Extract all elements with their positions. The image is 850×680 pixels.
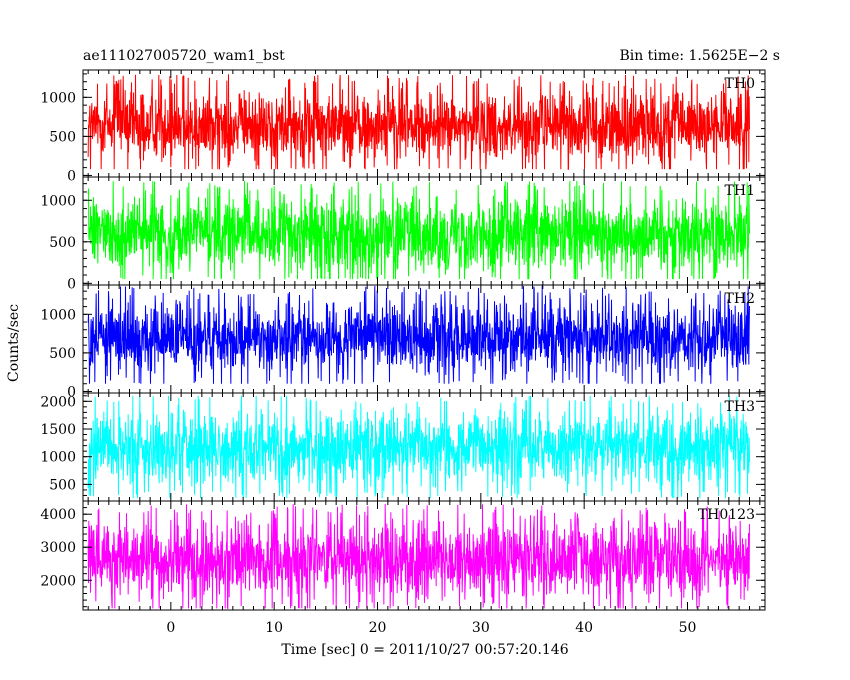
x-tick-label: 10 xyxy=(265,620,283,636)
y-tick-label: 1000 xyxy=(40,450,76,466)
chart-panels: 0 500 1000 TH0 0 500 1000 TH1 0 500 1000 TH2 500 1000… xyxy=(40,69,766,611)
y-tick-label: 2000 xyxy=(40,394,76,410)
panel-th0: 0 500 1000 TH0 xyxy=(40,69,766,184)
panel-label-th2: TH2 xyxy=(725,291,755,307)
x-tick-label: 20 xyxy=(369,620,387,636)
y-tick-label: 0 xyxy=(67,168,76,184)
x-tick-label: 40 xyxy=(575,620,593,636)
panel-th1: 0 500 1000 TH1 xyxy=(40,176,766,292)
x-axis: 0 10 20 30 40 50 xyxy=(166,620,696,636)
x-tick-label: 0 xyxy=(166,620,175,636)
panel-frame xyxy=(82,500,766,611)
y-tick-label: 2000 xyxy=(40,573,76,589)
y-tick-label: 0 xyxy=(67,384,76,400)
panel-label-th0: TH0 xyxy=(725,76,755,92)
x-tick-label: 50 xyxy=(679,620,697,636)
series-line-th2 xyxy=(87,285,750,384)
y-tick-label: 0 xyxy=(67,276,76,292)
panel-label-th1: TH1 xyxy=(725,183,755,199)
panel-th3: 500 1000 1500 2000 TH3 xyxy=(40,392,766,502)
x-axis-label: Time [sec] 0 = 2011/10/27 00:57:20.146 xyxy=(281,642,568,658)
y-tick-label: 4000 xyxy=(40,507,76,523)
series-line-th1 xyxy=(87,180,750,280)
panel-th2: 0 500 1000 TH2 xyxy=(40,284,766,400)
y-tick-label: 3000 xyxy=(40,540,76,556)
chart-title-right: Bin time: 1.5625E−2 s xyxy=(619,48,780,64)
y-tick-label: 1000 xyxy=(40,193,76,209)
y-tick-label: 1000 xyxy=(40,307,76,323)
y-tick-label: 500 xyxy=(49,129,76,145)
chart-title-left: ae111027005720_wam1_bst xyxy=(83,48,285,64)
series-line-th0123 xyxy=(87,503,750,609)
x-tick-label: 30 xyxy=(472,620,490,636)
y-tick-label: 500 xyxy=(49,477,76,493)
panel-label-th3: TH3 xyxy=(725,399,755,415)
panel-th0123: 2000 3000 4000 TH0123 xyxy=(40,500,766,611)
y-axis-label: Counts/sec xyxy=(6,304,22,382)
series-line-th3 xyxy=(87,395,750,499)
y-tick-label: 1000 xyxy=(40,90,76,106)
panel-label-th0123: TH0123 xyxy=(698,507,755,523)
y-tick-label: 500 xyxy=(49,235,76,251)
y-tick-label: 500 xyxy=(49,346,76,362)
series-line-th0 xyxy=(87,74,750,170)
y-tick-label: 1500 xyxy=(40,422,76,438)
